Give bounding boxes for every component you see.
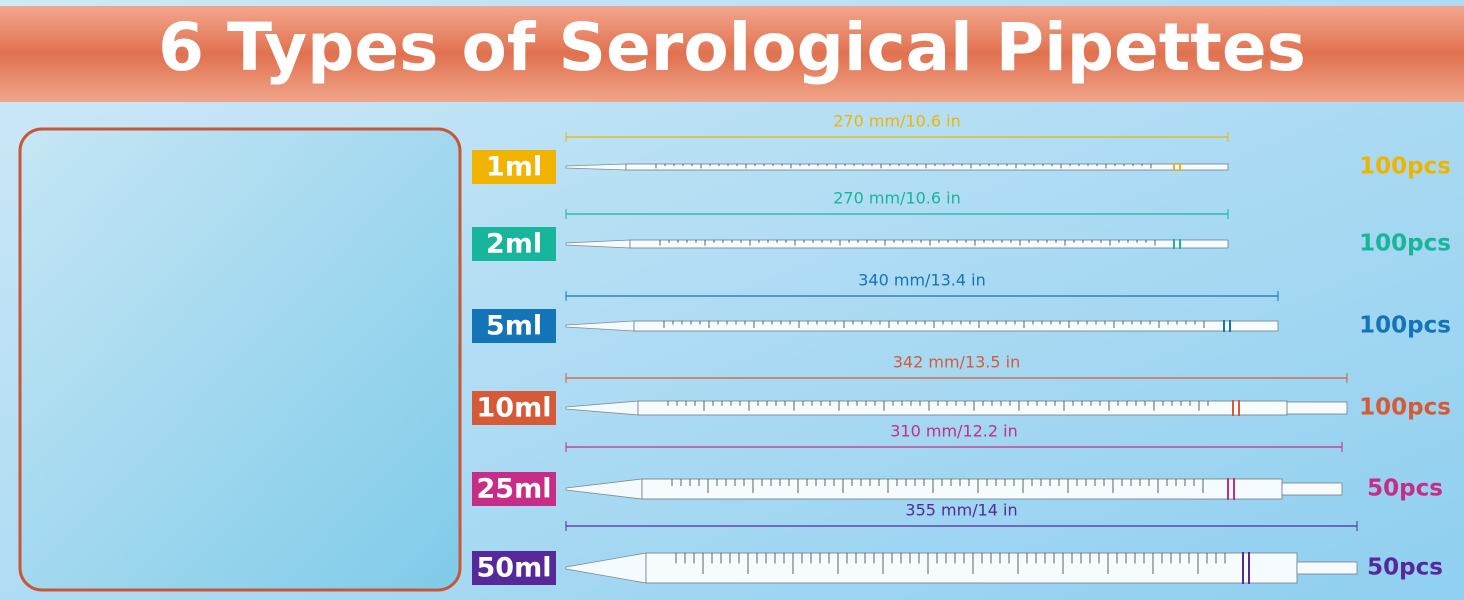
count-label: 50pcs (1367, 555, 1443, 581)
pipette-mouth (1296, 561, 1358, 575)
color-band (1242, 552, 1244, 584)
pipette-mouth (1286, 401, 1348, 415)
color-band (1248, 552, 1250, 584)
volume-badge (472, 227, 556, 261)
color-band (1227, 478, 1229, 500)
volume-label: 25ml (477, 474, 552, 505)
count-label: 100pcs (1359, 313, 1451, 339)
volume-label: 10ml (477, 393, 552, 424)
count-label: 50pcs (1367, 476, 1443, 502)
title-banner (0, 6, 1464, 102)
volume-label: 1ml (486, 152, 542, 183)
length-label: 355 mm/14 in (905, 501, 1017, 520)
color-band (1179, 163, 1181, 171)
volume-label: 5ml (486, 311, 542, 342)
color-band (1229, 320, 1231, 332)
color-band (1238, 400, 1240, 416)
title: 6 Types of Serological Pipettes (158, 9, 1306, 86)
length-label: 270 mm/10.6 in (833, 112, 960, 131)
pipette-mouth (1281, 482, 1343, 496)
color-band (1173, 239, 1175, 249)
pipette-body (645, 552, 1298, 584)
pipette-body (629, 239, 1229, 249)
volume-label: 2ml (486, 229, 542, 260)
product-photo (18, 127, 462, 592)
length-label: 340 mm/13.4 in (858, 271, 985, 290)
count-label: 100pcs (1359, 154, 1451, 180)
length-label: 310 mm/12.2 in (890, 422, 1017, 441)
pipette-body (625, 163, 1229, 171)
volume-badge (472, 551, 556, 585)
pipette-list: 1ml 270 mm/10.6 in 100pcs 2ml 270 mm/10.6 in… (472, 112, 1451, 585)
volume-badge (472, 150, 556, 184)
color-band (1173, 163, 1175, 171)
color-band (1232, 400, 1234, 416)
volume-badge (472, 309, 556, 343)
pipette-body (633, 320, 1279, 332)
volume-badge (472, 391, 556, 425)
length-label: 342 mm/13.5 in (893, 353, 1020, 372)
volume-badge (472, 472, 556, 506)
count-label: 100pcs (1359, 231, 1451, 257)
color-band (1179, 239, 1181, 249)
color-band (1233, 478, 1235, 500)
pipette-body (641, 478, 1283, 500)
color-band (1223, 320, 1225, 332)
volume-label: 50ml (477, 553, 552, 584)
photo-frame (18, 127, 462, 592)
count-label: 100pcs (1359, 395, 1451, 421)
length-label: 270 mm/10.6 in (833, 189, 960, 208)
